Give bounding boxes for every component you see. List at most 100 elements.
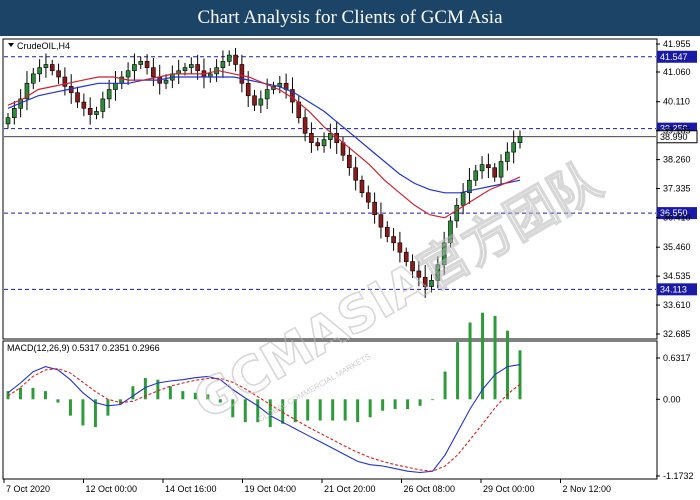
chart[interactable]: 41.547 39.250 36.550 34.113 38.990 41.955 41.… [0, 36, 700, 500]
candle[interactable] [233, 47, 238, 72]
candle-body [416, 270, 422, 278]
candle[interactable] [460, 183, 466, 215]
macd-signal-line [7, 368, 521, 472]
macd-histogram-bar [243, 399, 247, 423]
candle[interactable] [372, 192, 377, 224]
candle[interactable] [422, 265, 428, 298]
candle[interactable] [416, 261, 422, 287]
candle-body [12, 107, 17, 118]
candle-body [473, 170, 479, 181]
candle[interactable] [347, 146, 352, 176]
candle[interactable] [359, 175, 365, 198]
candle[interactable] [454, 198, 460, 228]
candle[interactable] [125, 62, 131, 85]
candle[interactable] [189, 57, 194, 75]
level-label: 39.250 [660, 124, 688, 134]
candle[interactable] [315, 138, 321, 151]
candle-body [315, 142, 321, 147]
candle[interactable] [195, 54, 200, 80]
candle[interactable] [138, 56, 144, 70]
candle[interactable] [384, 221, 390, 243]
candle[interactable] [258, 90, 264, 114]
candle[interactable] [56, 63, 61, 84]
candle[interactable] [448, 216, 453, 248]
candle[interactable] [511, 130, 516, 164]
time-tick-label: 21 Oct 20:00 [324, 484, 376, 494]
macd-histogram-bar [306, 399, 310, 421]
candle[interactable] [239, 54, 245, 93]
candle[interactable] [24, 71, 30, 111]
candle-body [43, 64, 49, 68]
candle[interactable] [403, 247, 409, 267]
macd-histogram-bar [181, 391, 185, 400]
candle-body [321, 139, 327, 147]
candle[interactable] [397, 231, 403, 263]
macd-histogram-bar [356, 399, 360, 423]
candle[interactable] [37, 59, 42, 82]
candle-body [309, 133, 314, 144]
candle[interactable] [30, 67, 36, 90]
candle[interactable] [309, 122, 314, 153]
candle[interactable] [353, 156, 358, 191]
level-tag [657, 207, 697, 220]
macd-histogram-bar [456, 342, 460, 400]
collapse-arrow-icon[interactable] [8, 43, 14, 47]
candle[interactable] [87, 97, 93, 125]
macd-histogram-bar [331, 399, 335, 421]
candle[interactable] [473, 164, 479, 187]
candle[interactable] [75, 86, 80, 108]
candle[interactable] [151, 57, 156, 87]
candle[interactable] [81, 93, 87, 117]
candle[interactable] [492, 163, 498, 182]
candle[interactable] [467, 168, 472, 205]
candle[interactable] [441, 231, 447, 275]
time-tick-label: 12 Oct 00:00 [86, 484, 138, 494]
candle[interactable] [410, 254, 415, 278]
macd-histogram-bar [168, 386, 172, 400]
price-tick-label: 41.955 [663, 39, 691, 49]
macd-histogram-bar [231, 399, 235, 418]
candle[interactable] [479, 156, 485, 179]
candle[interactable] [163, 74, 169, 90]
candle[interactable] [49, 59, 55, 76]
candle-body [517, 136, 523, 144]
candle-body [448, 220, 453, 244]
candle[interactable] [43, 53, 49, 78]
candle-body [467, 179, 472, 194]
candle[interactable] [321, 132, 327, 153]
candle[interactable] [132, 53, 137, 81]
candle[interactable] [220, 50, 226, 78]
candle[interactable] [106, 79, 112, 108]
macd-histogram-bar [6, 391, 10, 400]
candle[interactable] [498, 154, 504, 184]
macd-histogram-bar [343, 399, 347, 421]
candle[interactable] [252, 89, 257, 111]
candle-body [106, 89, 112, 100]
macd-histogram-bar [156, 379, 160, 400]
price-tick-label: 33.610 [663, 300, 691, 310]
macd-tick-label: -1.1732 [663, 471, 694, 481]
macd-histogram-bar [468, 322, 472, 400]
candle[interactable] [100, 91, 106, 119]
candle[interactable] [486, 153, 491, 178]
candle[interactable] [5, 112, 11, 129]
candle[interactable] [378, 202, 384, 239]
candle-body [258, 98, 264, 106]
candle[interactable] [505, 142, 510, 171]
candle[interactable] [517, 130, 523, 149]
candle[interactable] [94, 106, 99, 120]
candle-body [132, 64, 137, 72]
candle[interactable] [226, 50, 232, 67]
candle[interactable] [429, 274, 434, 293]
macd-histogram-bar [81, 399, 85, 426]
candle[interactable] [435, 256, 441, 289]
macd-panel[interactable] [2, 340, 658, 480]
candle[interactable] [144, 54, 150, 75]
candle[interactable] [290, 77, 295, 114]
candle[interactable] [328, 123, 333, 149]
candle[interactable] [12, 101, 17, 125]
candle[interactable] [391, 228, 396, 251]
candle[interactable] [365, 185, 371, 210]
candle[interactable] [302, 109, 308, 142]
candle-body [372, 201, 377, 215]
